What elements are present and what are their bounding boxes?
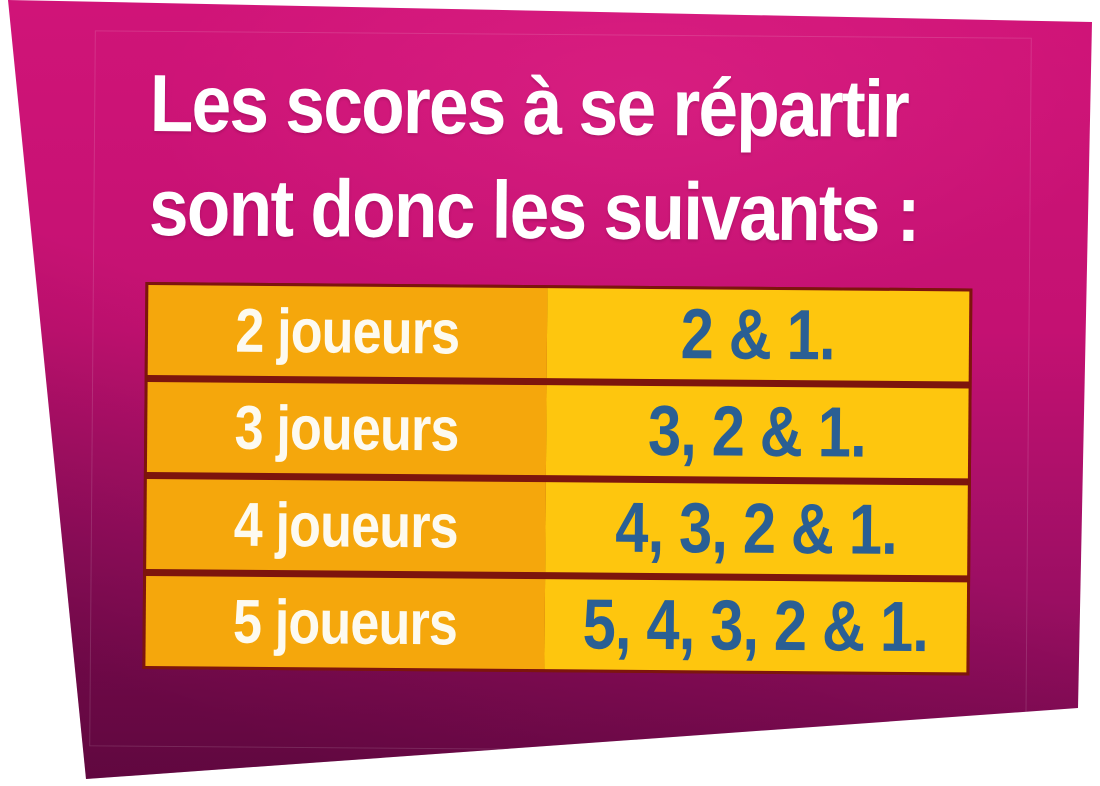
card-title: Les scores à se répartir sont donc les s… xyxy=(149,52,1025,267)
table-row: 5 joueurs 5, 4, 3, 2 & 1. xyxy=(145,575,968,673)
title-line-1: Les scores à se répartir xyxy=(149,59,909,155)
scores-cell: 5, 4, 3, 2 & 1. xyxy=(544,579,968,673)
scores-cell: 4, 3, 2 & 1. xyxy=(545,482,968,576)
players-cell: 5 joueurs xyxy=(145,575,546,670)
scores-table: 2 joueurs 2 & 1. 3 joueurs 3, 2 & 1. xyxy=(142,281,973,676)
players-label: 3 joueurs xyxy=(234,393,460,464)
scores-value: 2 & 1. xyxy=(680,294,836,375)
scores-cell: 2 & 1. xyxy=(546,288,970,382)
table-row: 2 joueurs 2 & 1. xyxy=(147,284,970,382)
scores-value: 3, 2 & 1. xyxy=(648,391,867,473)
table-row: 4 joueurs 4, 3, 2 & 1. xyxy=(146,478,968,576)
players-label: 5 joueurs xyxy=(232,587,458,658)
scores-cell: 3, 2 & 1. xyxy=(545,385,969,479)
players-cell: 3 joueurs xyxy=(146,381,547,476)
players-label: 4 joueurs xyxy=(233,490,459,561)
players-cell: 4 joueurs xyxy=(146,478,546,573)
players-label: 2 joueurs xyxy=(235,296,460,367)
players-cell: 2 joueurs xyxy=(147,284,548,379)
scores-value: 4, 3, 2 & 1. xyxy=(615,488,898,570)
title-line-2: sont donc les suivants : xyxy=(148,162,920,260)
scores-value: 5, 4, 3, 2 & 1. xyxy=(582,584,929,667)
table-row: 3 joueurs 3, 2 & 1. xyxy=(146,381,969,479)
